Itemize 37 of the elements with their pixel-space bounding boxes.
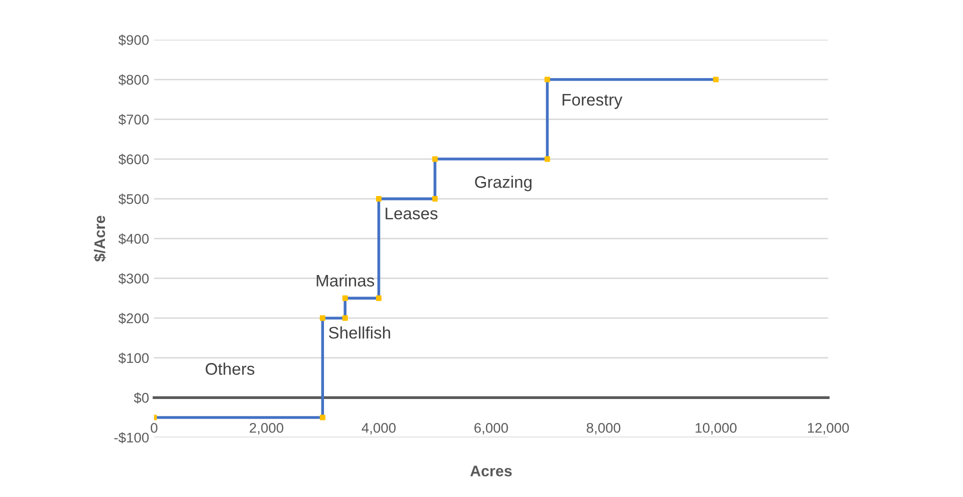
y-tick-label: $100: [118, 352, 149, 364]
x-tick-label: 6,000: [474, 422, 508, 434]
x-tick-label: 2,000: [250, 422, 284, 434]
y-tick-label: -$100: [114, 432, 149, 444]
y-tick-label: $400: [118, 233, 149, 245]
annotation: Marinas: [316, 274, 374, 287]
x-tick-label: 10,000: [696, 422, 737, 434]
y-tick-label: $300: [118, 273, 149, 284]
point: [376, 196, 382, 202]
y-axis-title: $/Acre: [94, 216, 106, 262]
y-tick-label: $200: [118, 312, 149, 324]
point: [432, 156, 438, 162]
point: [713, 76, 719, 82]
point: [320, 414, 326, 420]
annotation: Forestry: [562, 94, 622, 109]
y-tick-label: $600: [118, 154, 149, 166]
point: [342, 295, 348, 301]
x-axis-title: Acres: [470, 466, 512, 476]
y-tick-label: $800: [118, 74, 149, 86]
y-tick-label: $900: [118, 34, 149, 46]
annotation: Grazing: [475, 176, 532, 192]
y-tick-label: $500: [118, 194, 149, 205]
point: [376, 295, 382, 301]
y-tick-label: $0: [134, 392, 149, 404]
annotation: Others: [206, 362, 254, 375]
point: [342, 315, 348, 321]
annotation: Shellfish: [328, 326, 390, 339]
annotation: Leases: [386, 208, 438, 220]
point: [544, 76, 550, 82]
y-tick-label: $700: [118, 114, 149, 126]
x-tick-label: 4,000: [362, 422, 396, 434]
point: [320, 315, 326, 321]
x-tick-label: 8,000: [586, 422, 620, 434]
x-tick-label: 12,000: [808, 422, 849, 434]
point: [432, 196, 438, 202]
x-tick-label: 0: [150, 422, 158, 433]
point: [544, 156, 550, 162]
